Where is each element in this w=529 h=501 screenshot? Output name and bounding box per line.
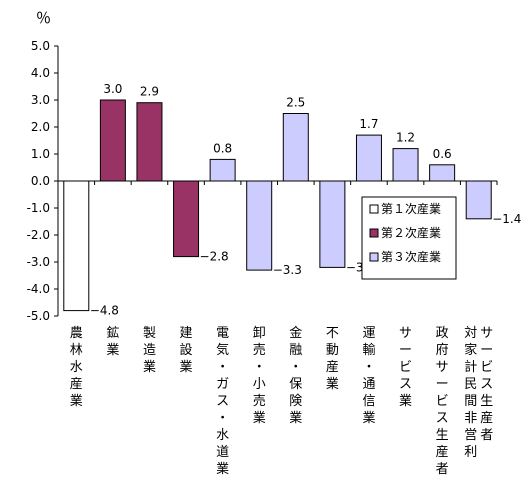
bar	[173, 180, 200, 258]
y-tick-label: 4.0	[31, 66, 50, 80]
y-tick-label: 5.0	[31, 39, 50, 53]
bar	[319, 180, 346, 268]
legend-swatch	[369, 204, 379, 214]
category-label: 対家計民間非営利	[464, 326, 477, 460]
y-tick-label: -1.0	[27, 201, 50, 215]
legend-swatch	[369, 228, 379, 238]
legend-label: 第２次産業	[381, 225, 441, 240]
category-label: 電気・ガス・水道業	[216, 326, 229, 477]
category-label: 不動産業	[326, 326, 339, 392]
data-label: 1.2	[396, 131, 415, 145]
category-label: 製造業	[143, 326, 156, 375]
bar	[209, 158, 236, 182]
data-label: 0.6	[433, 147, 452, 161]
bar	[136, 102, 163, 182]
category-label: 運輸・通信業	[362, 326, 375, 426]
bar	[429, 164, 456, 182]
category-label: 建設業	[180, 326, 193, 375]
data-label: −1.4	[492, 212, 521, 226]
category-label: サービス業	[399, 326, 412, 409]
y-tick-label: 2.0	[31, 120, 50, 134]
y-tick-label: -3.0	[27, 255, 50, 269]
data-label: 3.0	[103, 82, 122, 96]
y-tick-label: 3.0	[31, 93, 50, 107]
bar	[465, 180, 492, 220]
category-label: 政府サービス生産者	[436, 326, 449, 477]
bar	[63, 180, 90, 312]
bar	[246, 180, 273, 271]
y-tick-label: -5.0	[27, 309, 50, 323]
data-label: −3.3	[273, 263, 302, 277]
data-label: −4.8	[90, 304, 119, 318]
y-tick-label: 1.0	[31, 147, 50, 161]
category-label: 卸売・小売業	[253, 325, 266, 426]
data-label: 2.5	[286, 96, 305, 110]
y-unit-label: ％	[36, 9, 51, 27]
bar	[282, 113, 309, 182]
legend-swatch	[369, 252, 379, 262]
legend-label: 第３次産業	[381, 249, 441, 264]
data-label: 0.8	[213, 141, 232, 155]
category-label: 金融・保険業	[289, 325, 302, 426]
data-label: 1.7	[359, 117, 378, 131]
category-label: 農林水産業	[70, 326, 83, 409]
data-label: −2.8	[200, 250, 229, 264]
y-tick-label: 0.0	[31, 174, 50, 188]
category-label: 鉱業	[106, 325, 119, 358]
bar	[355, 134, 382, 182]
y-tick-label: -4.0	[27, 282, 50, 296]
bar	[99, 99, 126, 182]
bar	[392, 148, 419, 182]
legend-label: 第１次産業	[381, 201, 441, 216]
data-label: 2.9	[140, 85, 159, 99]
category-label: サービス生産者	[480, 326, 493, 443]
y-tick-label: -2.0	[27, 228, 50, 242]
